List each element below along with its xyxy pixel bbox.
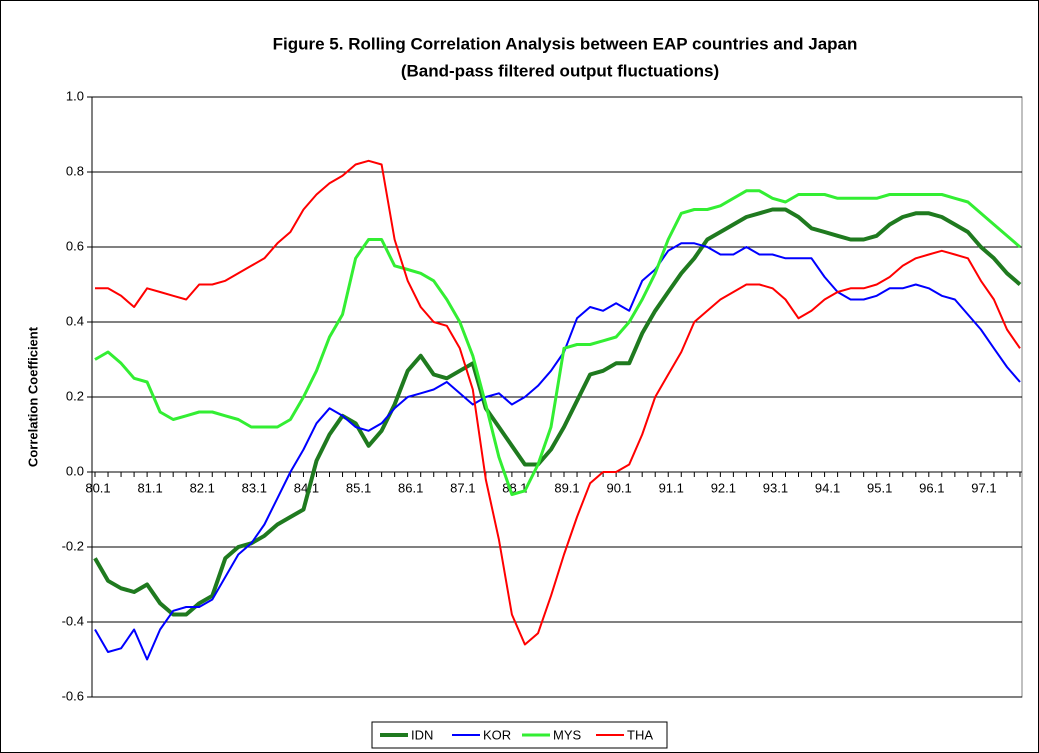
x-tick-label: 96.1	[919, 480, 944, 495]
x-tick-label: 86.1	[398, 480, 423, 495]
chart-subtitle: (Band-pass filtered output fluctuations)	[401, 61, 719, 80]
y-tick-label: 0.4	[66, 313, 84, 328]
series-line	[94, 242, 1021, 661]
series-line	[94, 189, 1021, 496]
x-tick-label: 95.1	[867, 480, 892, 495]
x-tick-label: 93.1	[763, 480, 788, 495]
y-tick-label: 0.8	[66, 163, 84, 178]
x-tick-label: 94.1	[815, 480, 840, 495]
x-tick-label: 91.1	[659, 480, 684, 495]
y-axis-label: Correlation Coefficient	[25, 326, 40, 467]
x-tick-label: 92.1	[711, 480, 736, 495]
x-tick-label: 84.1	[294, 480, 319, 495]
y-tick-label: 0.2	[66, 388, 84, 403]
series-line	[95, 159, 1021, 646]
y-tick-label: -0.4	[62, 613, 84, 628]
x-tick-label: 97.1	[971, 480, 996, 495]
y-tick-label: 0.6	[66, 238, 84, 253]
x-tick-label: 83.1	[242, 480, 267, 495]
x-tick-label: 85.1	[346, 480, 371, 495]
x-tick-label: 80.1	[85, 480, 110, 495]
y-tick-label: -0.6	[62, 688, 84, 703]
legend-label: KOR	[483, 727, 511, 742]
x-tick-label: 90.1	[606, 480, 631, 495]
y-tick-label: 1.0	[66, 88, 84, 103]
chart-title: Figure 5. Rolling Correlation Analysis b…	[273, 34, 858, 53]
x-tick-label: 87.1	[450, 480, 475, 495]
y-tick-label: -0.2	[62, 538, 84, 553]
x-tick-label: 89.1	[554, 480, 579, 495]
legend-label: THA	[627, 727, 653, 742]
y-tick-label: 0.0	[66, 463, 84, 478]
x-tick-label: 82.1	[190, 480, 215, 495]
legend-label: IDN	[411, 727, 433, 742]
legend-label: MYS	[553, 727, 582, 742]
x-tick-label: 81.1	[137, 480, 162, 495]
